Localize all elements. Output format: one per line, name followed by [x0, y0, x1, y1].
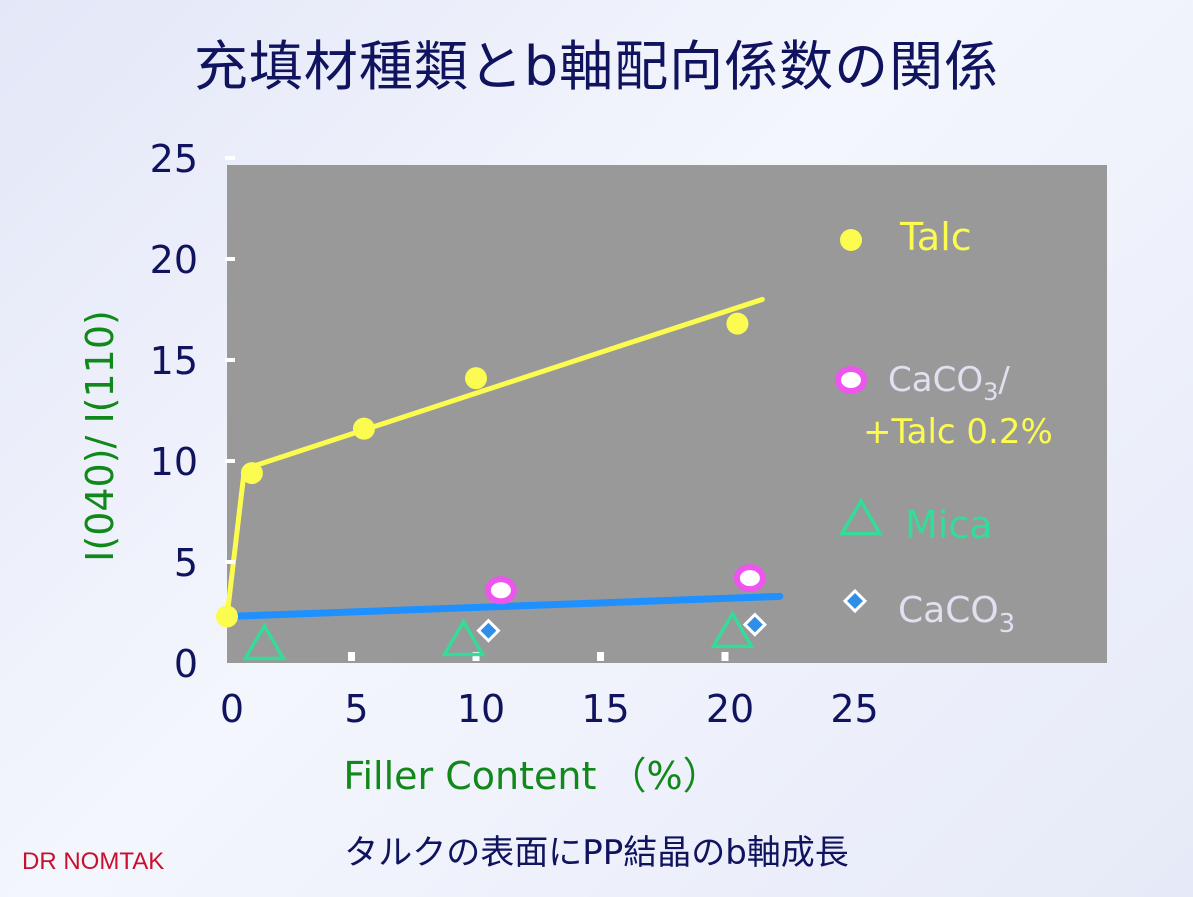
y-tick-label: 25	[150, 137, 198, 181]
slide-title: 充填材種類とb軸配向係数の関係	[193, 35, 1000, 98]
data-point-series-2	[733, 564, 766, 593]
data-point-series-4	[476, 618, 501, 643]
data-point-series-3	[710, 610, 755, 649]
data-point-series-1	[465, 367, 487, 390]
legend-marker-mica	[838, 497, 884, 536]
x-tick-label: 0	[220, 687, 244, 731]
data-points	[216, 312, 768, 661]
y-tick-label: 15	[150, 339, 198, 383]
legend-marker-caco3	[842, 588, 868, 614]
legend-marker-talc	[840, 229, 862, 251]
legend-text: CaCO	[898, 590, 999, 631]
y-tick-label: 5	[174, 541, 198, 585]
data-point-series-3	[441, 618, 486, 657]
plot-area	[227, 165, 1107, 663]
x-axis-label: Filler Content （%）	[343, 754, 720, 798]
legend-label-talc-fraction: +Talc 0.2%	[863, 412, 1053, 452]
x-tick-label: 20	[706, 687, 754, 731]
data-point-series-2	[484, 576, 517, 605]
legend-subscript: 3	[999, 609, 1016, 639]
data-point-series-1	[216, 605, 238, 628]
x-tick-label: 10	[457, 687, 505, 731]
legend-label-caco3-talc: CaCO3/	[888, 360, 1010, 406]
data-point-series-1	[240, 462, 263, 485]
data-point-series-4	[742, 612, 768, 637]
x-tick-label: 25	[830, 687, 878, 731]
y-tick-label: 20	[150, 238, 198, 282]
legend-label-caco3: CaCO3	[898, 590, 1015, 639]
x-tick-label: 15	[581, 687, 629, 731]
data-point-series-1	[726, 312, 749, 335]
legend-label-mica: Mica	[905, 503, 993, 547]
y-tick-label: 0	[174, 642, 198, 686]
axis-ticks: 0 5 10 15 20 25 0 5 10 15 20 25	[150, 137, 879, 731]
legend-marker-caco3-talc	[835, 366, 867, 394]
x-tick-label: 5	[344, 687, 368, 731]
trend-line-2	[223, 592, 784, 621]
legend-text: CaCO	[888, 360, 983, 400]
legend-text: /	[998, 360, 1010, 400]
credit: DR NOMTAK	[22, 848, 165, 875]
legend-subscript: 3	[983, 378, 998, 406]
y-axis-label: I(040)/ I(110)	[78, 310, 122, 562]
caption: タルクの表面にPP結晶のb軸成長	[344, 833, 849, 873]
data-point-series-1	[352, 417, 375, 440]
y-tick-label: 10	[150, 440, 198, 484]
legend-label-talc: Talc	[899, 215, 972, 259]
data-point-series-3	[242, 622, 287, 661]
